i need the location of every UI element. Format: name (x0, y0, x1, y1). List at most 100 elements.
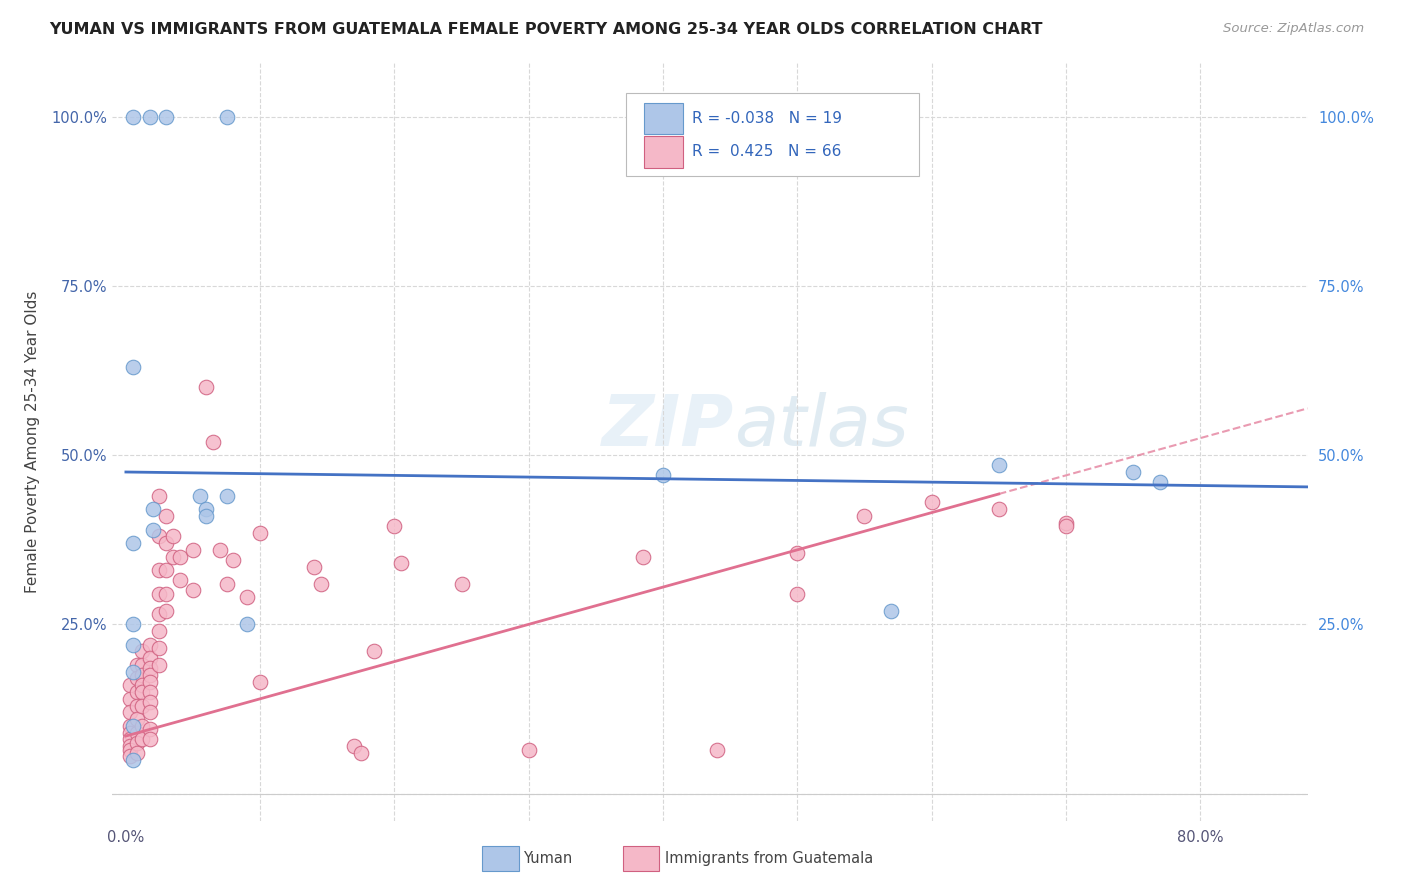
Point (118, 706, 141, 720)
Point (142, 523, 165, 537)
Point (188, 489, 211, 503)
Point (236, 591, 259, 605)
Text: R =  0.425   N = 66: R = 0.425 N = 66 (692, 145, 841, 160)
Text: Yuman: Yuman (523, 852, 572, 866)
Point (139, 110, 162, 124)
Point (222, 553, 245, 567)
Point (215, 110, 238, 124)
Point (118, 691, 141, 706)
Text: R = -0.038   N = 19: R = -0.038 N = 19 (692, 111, 842, 126)
Point (384, 519, 406, 533)
Point (148, 529, 170, 543)
Point (1054, 516, 1077, 530)
Point (195, 508, 218, 523)
Point (155, 604, 177, 618)
FancyBboxPatch shape (644, 136, 682, 168)
Point (121, 110, 143, 124)
Point (118, 742, 141, 756)
Point (139, 685, 162, 699)
Point (215, 489, 238, 503)
Point (131, 657, 153, 672)
Point (786, 546, 808, 560)
Point (786, 587, 808, 601)
Text: ZIP: ZIP (602, 392, 734, 461)
Point (131, 698, 153, 713)
Point (131, 685, 153, 699)
FancyBboxPatch shape (627, 93, 920, 177)
Point (139, 723, 162, 737)
Point (169, 574, 191, 588)
Point (987, 458, 1010, 473)
Point (1054, 519, 1077, 533)
Point (148, 587, 170, 601)
Point (343, 739, 366, 754)
Point (181, 542, 204, 557)
Point (148, 489, 170, 503)
Point (125, 698, 148, 713)
Point (921, 495, 943, 509)
Text: Source: ZipAtlas.com: Source: ZipAtlas.com (1223, 22, 1364, 36)
Point (162, 549, 184, 564)
Point (169, 549, 191, 564)
Point (139, 674, 162, 689)
Point (125, 685, 148, 699)
Point (517, 742, 540, 756)
Point (121, 719, 143, 733)
Point (139, 706, 162, 720)
Point (202, 434, 225, 449)
Point (880, 604, 903, 618)
Point (118, 749, 141, 764)
Point (139, 668, 162, 682)
Point (142, 502, 165, 516)
Point (249, 525, 271, 540)
Point (389, 557, 412, 571)
Point (121, 360, 143, 375)
Point (131, 719, 153, 733)
Point (125, 725, 148, 739)
Text: Immigrants from Guatemala: Immigrants from Guatemala (665, 852, 873, 866)
Point (309, 576, 332, 591)
Point (131, 678, 153, 692)
Point (118, 725, 141, 739)
Point (125, 672, 148, 686)
Point (121, 665, 143, 679)
Point (155, 536, 177, 550)
Point (139, 638, 162, 652)
Point (125, 736, 148, 750)
Point (706, 742, 728, 756)
Point (236, 617, 259, 632)
Point (195, 380, 218, 394)
Point (215, 576, 238, 591)
Point (148, 640, 170, 655)
Point (118, 678, 141, 692)
Point (148, 657, 170, 672)
Point (131, 644, 153, 658)
Point (139, 695, 162, 709)
Point (125, 746, 148, 760)
Point (853, 508, 876, 523)
Y-axis label: Female Poverty Among 25-34 Year Olds: Female Poverty Among 25-34 Year Olds (25, 291, 39, 592)
Point (363, 644, 385, 658)
Point (350, 746, 373, 760)
Text: YUMAN VS IMMIGRANTS FROM GUATEMALA FEMALE POVERTY AMONG 25-34 YEAR OLDS CORRELAT: YUMAN VS IMMIGRANTS FROM GUATEMALA FEMAL… (49, 22, 1043, 37)
Point (139, 732, 162, 747)
Point (181, 583, 204, 598)
Point (155, 110, 177, 124)
Point (195, 502, 218, 516)
Point (1122, 465, 1144, 479)
Point (125, 712, 148, 726)
Point (652, 468, 675, 483)
Point (139, 651, 162, 665)
Point (155, 587, 177, 601)
Point (148, 624, 170, 639)
Point (208, 542, 231, 557)
Point (121, 617, 143, 632)
Point (121, 753, 143, 767)
Point (121, 536, 143, 550)
FancyBboxPatch shape (644, 103, 682, 135)
Point (148, 563, 170, 577)
Point (125, 657, 148, 672)
Point (302, 559, 325, 574)
Point (118, 719, 141, 733)
Point (450, 576, 472, 591)
